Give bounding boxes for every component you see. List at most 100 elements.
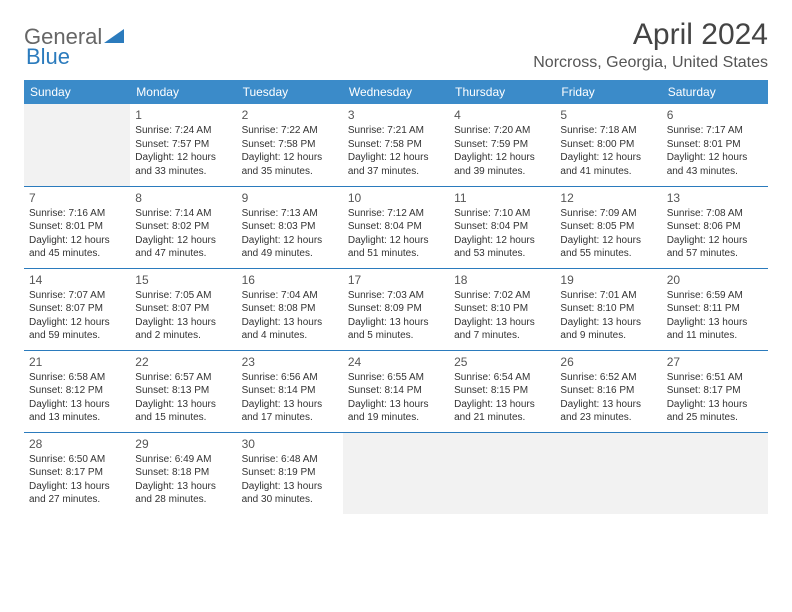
day-info: Sunrise: 7:21 AM Sunset: 7:58 PM Dayligh… bbox=[348, 124, 444, 178]
calendar-day-cell: 24Sunrise: 6:55 AM Sunset: 8:14 PM Dayli… bbox=[343, 350, 449, 432]
calendar-body: 1Sunrise: 7:24 AM Sunset: 7:57 PM Daylig… bbox=[24, 104, 768, 514]
calendar-day-cell: 14Sunrise: 7:07 AM Sunset: 8:07 PM Dayli… bbox=[24, 268, 130, 350]
day-info: Sunrise: 7:14 AM Sunset: 8:02 PM Dayligh… bbox=[135, 207, 231, 261]
day-number: 18 bbox=[454, 272, 550, 288]
day-number: 19 bbox=[560, 272, 656, 288]
day-info: Sunrise: 6:58 AM Sunset: 8:12 PM Dayligh… bbox=[29, 371, 125, 425]
day-info: Sunrise: 6:55 AM Sunset: 8:14 PM Dayligh… bbox=[348, 371, 444, 425]
day-number: 15 bbox=[135, 272, 231, 288]
calendar-table: SundayMondayTuesdayWednesdayThursdayFrid… bbox=[24, 80, 768, 514]
day-number: 4 bbox=[454, 107, 550, 123]
title-block: April 2024 Norcross, Georgia, United Sta… bbox=[533, 18, 768, 72]
day-number: 21 bbox=[29, 354, 125, 370]
day-number: 9 bbox=[242, 190, 338, 206]
day-number: 16 bbox=[242, 272, 338, 288]
day-number: 6 bbox=[667, 107, 763, 123]
day-number: 22 bbox=[135, 354, 231, 370]
day-info: Sunrise: 6:49 AM Sunset: 8:18 PM Dayligh… bbox=[135, 453, 231, 507]
calendar-day-cell: 27Sunrise: 6:51 AM Sunset: 8:17 PM Dayli… bbox=[662, 350, 768, 432]
calendar-day-cell: 9Sunrise: 7:13 AM Sunset: 8:03 PM Daylig… bbox=[237, 186, 343, 268]
day-info: Sunrise: 6:48 AM Sunset: 8:19 PM Dayligh… bbox=[242, 453, 338, 507]
calendar-empty-cell bbox=[24, 104, 130, 186]
day-info: Sunrise: 7:05 AM Sunset: 8:07 PM Dayligh… bbox=[135, 289, 231, 343]
weekday-header: Monday bbox=[130, 80, 236, 104]
day-number: 14 bbox=[29, 272, 125, 288]
day-info: Sunrise: 7:16 AM Sunset: 8:01 PM Dayligh… bbox=[29, 207, 125, 261]
day-number: 17 bbox=[348, 272, 444, 288]
day-info: Sunrise: 6:57 AM Sunset: 8:13 PM Dayligh… bbox=[135, 371, 231, 425]
calendar-day-cell: 4Sunrise: 7:20 AM Sunset: 7:59 PM Daylig… bbox=[449, 104, 555, 186]
day-number: 13 bbox=[667, 190, 763, 206]
day-number: 20 bbox=[667, 272, 763, 288]
calendar-day-cell: 3Sunrise: 7:21 AM Sunset: 7:58 PM Daylig… bbox=[343, 104, 449, 186]
day-info: Sunrise: 7:03 AM Sunset: 8:09 PM Dayligh… bbox=[348, 289, 444, 343]
day-info: Sunrise: 7:20 AM Sunset: 7:59 PM Dayligh… bbox=[454, 124, 550, 178]
calendar-day-cell: 1Sunrise: 7:24 AM Sunset: 7:57 PM Daylig… bbox=[130, 104, 236, 186]
calendar-day-cell: 15Sunrise: 7:05 AM Sunset: 8:07 PM Dayli… bbox=[130, 268, 236, 350]
calendar-day-cell: 19Sunrise: 7:01 AM Sunset: 8:10 PM Dayli… bbox=[555, 268, 661, 350]
day-info: Sunrise: 7:01 AM Sunset: 8:10 PM Dayligh… bbox=[560, 289, 656, 343]
logo-triangle-icon bbox=[104, 29, 124, 45]
weekday-header: Wednesday bbox=[343, 80, 449, 104]
calendar-day-cell: 21Sunrise: 6:58 AM Sunset: 8:12 PM Dayli… bbox=[24, 350, 130, 432]
day-number: 12 bbox=[560, 190, 656, 206]
calendar-day-cell: 17Sunrise: 7:03 AM Sunset: 8:09 PM Dayli… bbox=[343, 268, 449, 350]
day-info: Sunrise: 7:18 AM Sunset: 8:00 PM Dayligh… bbox=[560, 124, 656, 178]
calendar-day-cell: 12Sunrise: 7:09 AM Sunset: 8:05 PM Dayli… bbox=[555, 186, 661, 268]
weekday-header: Friday bbox=[555, 80, 661, 104]
day-info: Sunrise: 7:17 AM Sunset: 8:01 PM Dayligh… bbox=[667, 124, 763, 178]
day-number: 24 bbox=[348, 354, 444, 370]
calendar-day-cell: 6Sunrise: 7:17 AM Sunset: 8:01 PM Daylig… bbox=[662, 104, 768, 186]
calendar-week-row: 1Sunrise: 7:24 AM Sunset: 7:57 PM Daylig… bbox=[24, 104, 768, 186]
calendar-empty-cell bbox=[555, 432, 661, 514]
calendar-day-cell: 11Sunrise: 7:10 AM Sunset: 8:04 PM Dayli… bbox=[449, 186, 555, 268]
calendar-week-row: 28Sunrise: 6:50 AM Sunset: 8:17 PM Dayli… bbox=[24, 432, 768, 514]
day-info: Sunrise: 6:56 AM Sunset: 8:14 PM Dayligh… bbox=[242, 371, 338, 425]
day-number: 23 bbox=[242, 354, 338, 370]
day-info: Sunrise: 6:50 AM Sunset: 8:17 PM Dayligh… bbox=[29, 453, 125, 507]
weekday-header: Thursday bbox=[449, 80, 555, 104]
day-number: 29 bbox=[135, 436, 231, 452]
day-info: Sunrise: 7:10 AM Sunset: 8:04 PM Dayligh… bbox=[454, 207, 550, 261]
day-info: Sunrise: 7:24 AM Sunset: 7:57 PM Dayligh… bbox=[135, 124, 231, 178]
day-number: 8 bbox=[135, 190, 231, 206]
day-number: 26 bbox=[560, 354, 656, 370]
calendar-empty-cell bbox=[449, 432, 555, 514]
day-info: Sunrise: 6:52 AM Sunset: 8:16 PM Dayligh… bbox=[560, 371, 656, 425]
day-info: Sunrise: 7:07 AM Sunset: 8:07 PM Dayligh… bbox=[29, 289, 125, 343]
day-number: 3 bbox=[348, 107, 444, 123]
calendar-empty-cell bbox=[343, 432, 449, 514]
day-info: Sunrise: 7:04 AM Sunset: 8:08 PM Dayligh… bbox=[242, 289, 338, 343]
day-info: Sunrise: 7:22 AM Sunset: 7:58 PM Dayligh… bbox=[242, 124, 338, 178]
page-header: General April 2024 Norcross, Georgia, Un… bbox=[24, 18, 768, 72]
location-text: Norcross, Georgia, United States bbox=[533, 54, 768, 72]
calendar-header-row: SundayMondayTuesdayWednesdayThursdayFrid… bbox=[24, 80, 768, 104]
calendar-day-cell: 30Sunrise: 6:48 AM Sunset: 8:19 PM Dayli… bbox=[237, 432, 343, 514]
day-number: 27 bbox=[667, 354, 763, 370]
day-info: Sunrise: 7:09 AM Sunset: 8:05 PM Dayligh… bbox=[560, 207, 656, 261]
calendar-day-cell: 22Sunrise: 6:57 AM Sunset: 8:13 PM Dayli… bbox=[130, 350, 236, 432]
calendar-day-cell: 26Sunrise: 6:52 AM Sunset: 8:16 PM Dayli… bbox=[555, 350, 661, 432]
day-info: Sunrise: 6:54 AM Sunset: 8:15 PM Dayligh… bbox=[454, 371, 550, 425]
calendar-day-cell: 23Sunrise: 6:56 AM Sunset: 8:14 PM Dayli… bbox=[237, 350, 343, 432]
day-info: Sunrise: 7:12 AM Sunset: 8:04 PM Dayligh… bbox=[348, 207, 444, 261]
calendar-day-cell: 10Sunrise: 7:12 AM Sunset: 8:04 PM Dayli… bbox=[343, 186, 449, 268]
day-info: Sunrise: 7:08 AM Sunset: 8:06 PM Dayligh… bbox=[667, 207, 763, 261]
day-number: 2 bbox=[242, 107, 338, 123]
calendar-day-cell: 25Sunrise: 6:54 AM Sunset: 8:15 PM Dayli… bbox=[449, 350, 555, 432]
day-info: Sunrise: 6:51 AM Sunset: 8:17 PM Dayligh… bbox=[667, 371, 763, 425]
calendar-week-row: 21Sunrise: 6:58 AM Sunset: 8:12 PM Dayli… bbox=[24, 350, 768, 432]
weekday-header: Saturday bbox=[662, 80, 768, 104]
day-number: 1 bbox=[135, 107, 231, 123]
day-info: Sunrise: 7:13 AM Sunset: 8:03 PM Dayligh… bbox=[242, 207, 338, 261]
logo-text-2: Blue bbox=[26, 44, 70, 70]
calendar-day-cell: 13Sunrise: 7:08 AM Sunset: 8:06 PM Dayli… bbox=[662, 186, 768, 268]
calendar-day-cell: 8Sunrise: 7:14 AM Sunset: 8:02 PM Daylig… bbox=[130, 186, 236, 268]
day-number: 28 bbox=[29, 436, 125, 452]
weekday-header: Sunday bbox=[24, 80, 130, 104]
day-number: 7 bbox=[29, 190, 125, 206]
calendar-day-cell: 18Sunrise: 7:02 AM Sunset: 8:10 PM Dayli… bbox=[449, 268, 555, 350]
calendar-day-cell: 7Sunrise: 7:16 AM Sunset: 8:01 PM Daylig… bbox=[24, 186, 130, 268]
month-title: April 2024 bbox=[533, 18, 768, 52]
calendar-day-cell: 2Sunrise: 7:22 AM Sunset: 7:58 PM Daylig… bbox=[237, 104, 343, 186]
